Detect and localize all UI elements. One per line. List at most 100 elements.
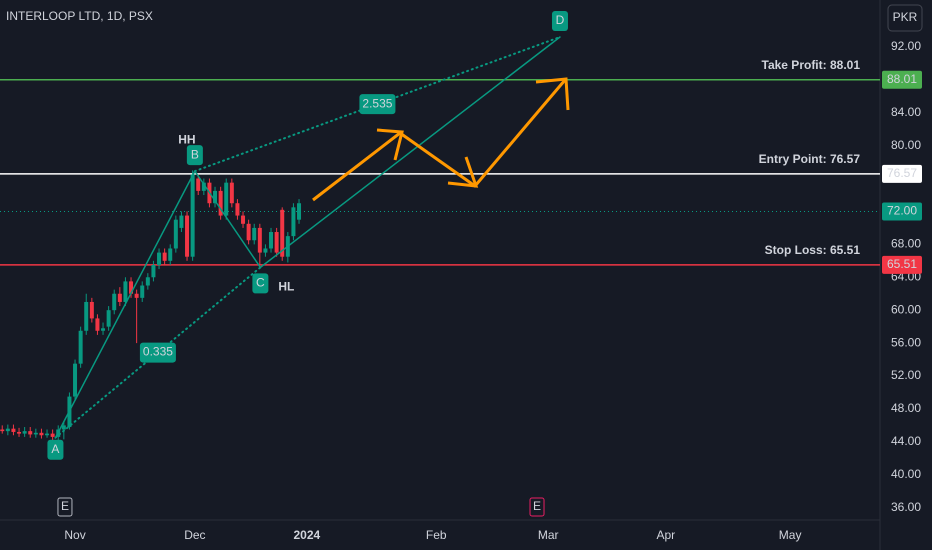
currency-label[interactable]: PKR	[893, 10, 918, 24]
candle-body	[129, 281, 134, 294]
price-tag	[882, 255, 922, 274]
candle-body	[33, 432, 38, 435]
price-tag	[882, 202, 922, 221]
y-tick-label: 84.00	[891, 105, 921, 119]
y-tick-label: 56.00	[891, 335, 921, 349]
chart-title: INTERLOOP LTD, 1D, PSX	[6, 9, 153, 23]
price-tag	[882, 164, 922, 183]
y-tick-label: 48.00	[891, 401, 921, 415]
candle-body	[201, 182, 206, 191]
event-label: E	[61, 499, 69, 513]
candle-body	[196, 178, 201, 191]
candle-body	[45, 433, 50, 436]
pattern-point-label: B	[191, 147, 199, 161]
price-tag-label: 72.00	[887, 204, 917, 218]
price-tag-label: 65.51	[887, 257, 917, 271]
price-tag-label: 76.57	[887, 166, 917, 180]
x-tick-label: Nov	[64, 528, 85, 542]
pattern-point-label-box	[47, 439, 64, 460]
y-tick-label: 68.00	[891, 237, 921, 251]
pattern-dotted-line	[54, 266, 262, 439]
y-tick-label: 44.00	[891, 434, 921, 448]
candle-body	[134, 293, 139, 298]
currency-button[interactable]	[887, 4, 923, 32]
price-line-label: Stop Loss: 65.51	[765, 243, 861, 257]
candle-body	[257, 227, 262, 253]
candle-body	[173, 219, 178, 249]
y-tick-label: 52.00	[891, 368, 921, 382]
candle-body	[106, 310, 111, 327]
candle-body	[123, 281, 128, 302]
candle-body	[89, 301, 94, 319]
candle-body	[11, 428, 16, 432]
x-tick-label: May	[779, 528, 802, 542]
candle-body	[168, 248, 173, 261]
candle-body	[84, 301, 89, 331]
candle-body	[95, 318, 100, 331]
candle-body	[224, 182, 229, 216]
candle-body	[213, 190, 218, 204]
candle-body	[145, 277, 150, 286]
pattern-ratio-box	[139, 342, 176, 363]
candle-body	[162, 252, 167, 261]
candle-body	[252, 227, 257, 241]
candle-body	[190, 174, 195, 257]
pattern-point-label: C	[256, 276, 265, 290]
pattern-point-label-box	[252, 273, 269, 294]
price-line-label: Take Profit: 88.01	[762, 58, 861, 72]
event-label: E	[533, 499, 541, 513]
candle-body	[112, 293, 117, 311]
pattern-ratio: 0.335	[143, 345, 173, 359]
pattern-point-label: D	[556, 13, 565, 27]
candle-body	[218, 190, 223, 216]
candle-body	[280, 209, 285, 257]
x-tick-label: Mar	[538, 528, 559, 542]
price-tag	[882, 70, 922, 89]
y-tick-label: 60.00	[891, 302, 921, 316]
candle-body	[263, 248, 268, 253]
candle-body	[179, 215, 184, 228]
candle-body	[61, 425, 66, 430]
arrow-head	[376, 128, 404, 161]
candle-body	[291, 207, 296, 237]
y-tick-label: 80.00	[891, 138, 921, 152]
candle-body	[28, 431, 33, 435]
pattern-point-label-box	[186, 145, 203, 166]
event-marker	[57, 497, 73, 517]
candle-body	[274, 232, 279, 253]
y-tick-label: 92.00	[891, 39, 921, 53]
event-marker	[529, 497, 545, 517]
price-tag-label: 88.01	[887, 72, 917, 86]
x-tick-label: Dec	[184, 528, 205, 542]
candle-body	[185, 215, 190, 257]
plot	[0, 11, 880, 460]
candle-body	[229, 182, 234, 204]
candle-body	[117, 293, 122, 302]
pattern-note: HL	[278, 280, 294, 294]
pattern-line	[194, 170, 262, 269]
candle-body	[140, 285, 145, 298]
candle-body	[235, 203, 240, 216]
pattern-point-label: A	[51, 442, 59, 456]
pattern-ratio: 2.535	[362, 96, 392, 110]
x-tick-label: Feb	[426, 528, 447, 542]
candle-body	[0, 429, 5, 432]
candle-body	[297, 203, 302, 220]
arrow-head	[535, 77, 570, 111]
pattern-note: HH	[178, 132, 195, 146]
y-tick-label: 36.00	[891, 500, 921, 514]
candle-body	[22, 431, 27, 434]
arrow-head	[447, 156, 479, 188]
projection-arrow	[312, 79, 567, 202]
candle-body	[50, 433, 55, 437]
pattern-point-label-box	[551, 11, 568, 32]
x-tick-label: Apr	[656, 528, 675, 542]
candle-body	[151, 264, 156, 278]
candle-body	[17, 431, 22, 434]
candle-body	[157, 252, 162, 265]
candle-body	[39, 432, 44, 436]
candle-body	[241, 215, 246, 224]
x-tick-label: 2024	[294, 528, 321, 542]
candle-body	[73, 363, 78, 397]
